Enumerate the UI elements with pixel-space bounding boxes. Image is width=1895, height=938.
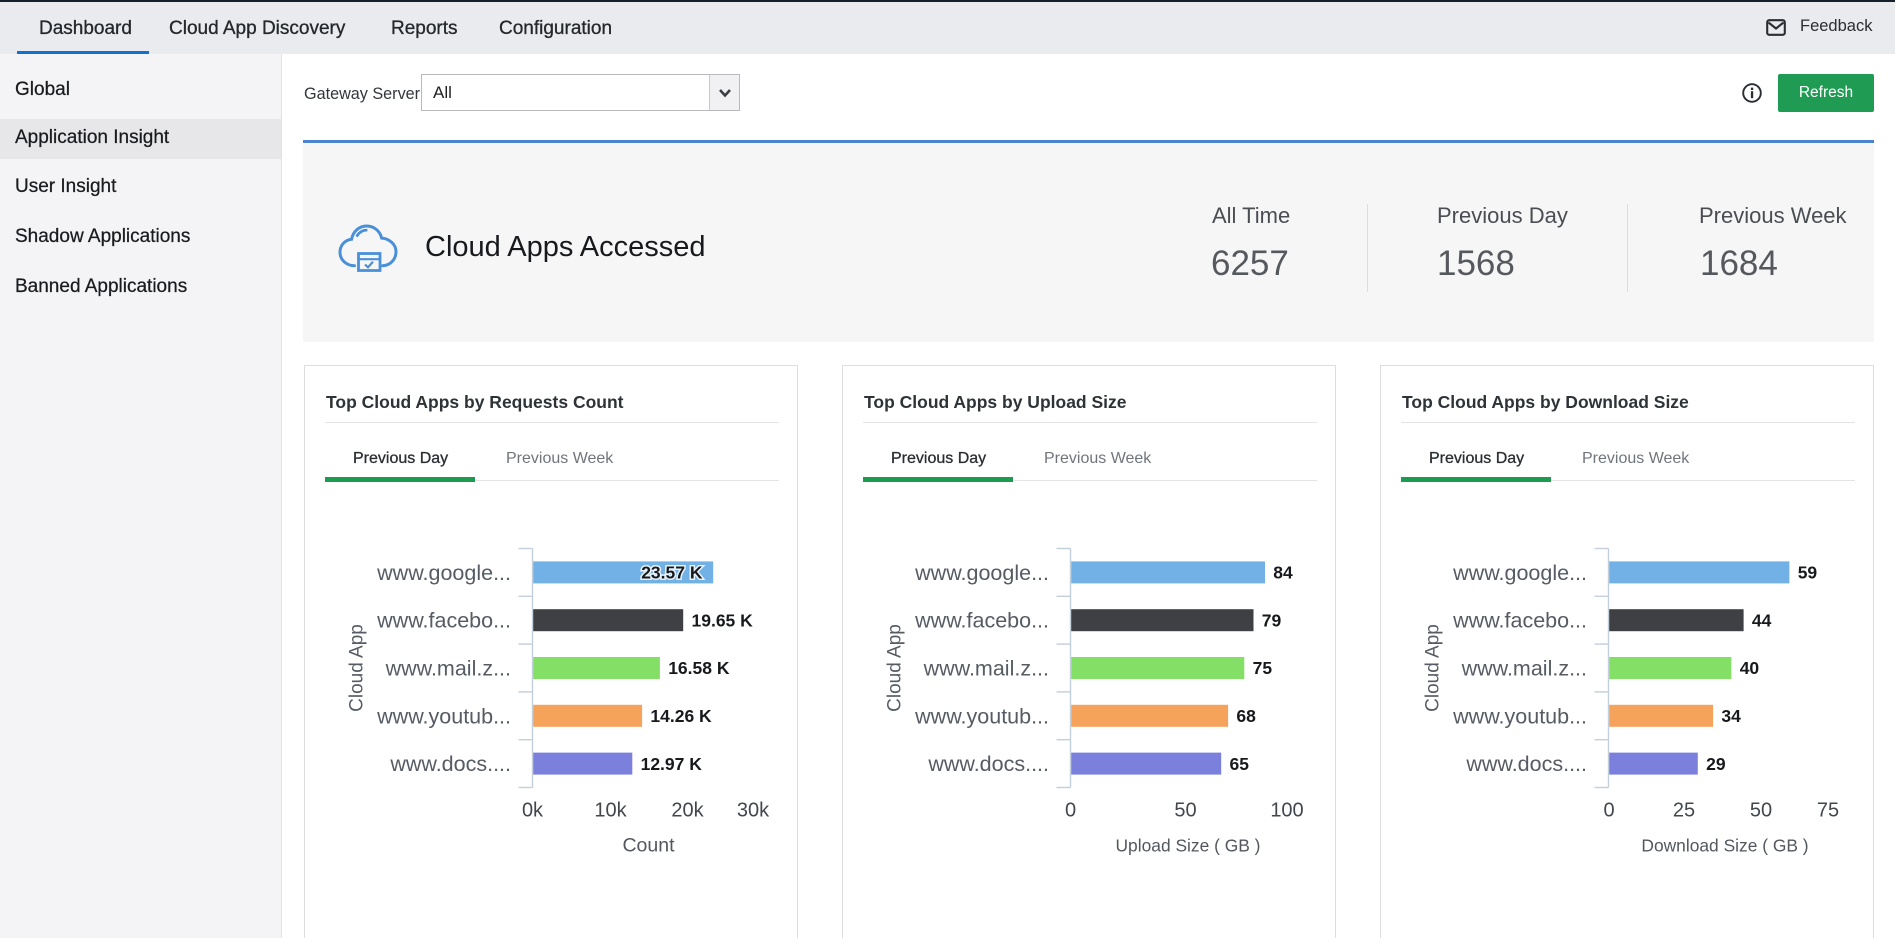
svg-text:20k: 20k	[671, 800, 704, 822]
svg-text:34: 34	[1721, 706, 1741, 726]
svg-text:0k: 0k	[522, 800, 544, 822]
svg-text:Cloud App: Cloud App	[347, 624, 368, 712]
svg-text:59: 59	[1798, 563, 1818, 583]
svg-text:12.97 K: 12.97 K	[641, 754, 703, 774]
svg-text:www.mail.z...: www.mail.z...	[385, 657, 511, 681]
svg-text:Download Size ( GB ): Download Size ( GB )	[1641, 836, 1808, 856]
svg-text:0: 0	[1065, 800, 1076, 822]
svg-text:www.mail.z...: www.mail.z...	[1461, 657, 1587, 681]
svg-text:25: 25	[1673, 800, 1695, 822]
svg-text:79: 79	[1262, 610, 1282, 630]
svg-text:40: 40	[1740, 658, 1760, 678]
svg-text:Cloud App: Cloud App	[885, 624, 906, 712]
svg-text:75: 75	[1817, 800, 1839, 822]
svg-text:30k: 30k	[737, 800, 770, 822]
svg-text:14.26 K: 14.26 K	[650, 706, 712, 726]
svg-text:0: 0	[1603, 800, 1614, 822]
svg-text:100: 100	[1270, 800, 1303, 822]
svg-text:www.facebo...: www.facebo...	[914, 609, 1049, 633]
svg-text:44: 44	[1752, 610, 1772, 630]
svg-text:75: 75	[1253, 658, 1273, 678]
svg-text:Cloud App: Cloud App	[1423, 624, 1444, 712]
svg-text:www.youtub...: www.youtub...	[376, 704, 511, 728]
svg-text:19.65 K: 19.65 K	[692, 610, 754, 630]
svg-text:Count: Count	[622, 835, 675, 857]
svg-text:www.docs....: www.docs....	[1465, 752, 1587, 776]
svg-text:www.google...: www.google...	[376, 561, 511, 585]
svg-text:16.58 K: 16.58 K	[668, 658, 730, 678]
svg-text:84: 84	[1273, 563, 1293, 583]
svg-text:10k: 10k	[594, 800, 627, 822]
svg-text:www.google...: www.google...	[1452, 561, 1587, 585]
svg-text:www.facebo...: www.facebo...	[376, 609, 511, 633]
svg-text:www.youtub...: www.youtub...	[1452, 704, 1587, 728]
svg-text:www.docs....: www.docs....	[927, 752, 1049, 776]
svg-text:29: 29	[1706, 754, 1726, 774]
svg-text:Upload Size ( GB ): Upload Size ( GB )	[1116, 836, 1261, 856]
svg-text:50: 50	[1174, 800, 1196, 822]
svg-text:65: 65	[1230, 754, 1250, 774]
svg-text:www.mail.z...: www.mail.z...	[923, 657, 1049, 681]
svg-text:www.docs....: www.docs....	[389, 752, 511, 776]
svg-text:www.facebo...: www.facebo...	[1452, 609, 1587, 633]
svg-text:www.google...: www.google...	[914, 561, 1049, 585]
svg-text:68: 68	[1236, 706, 1256, 726]
svg-text:23.57 K: 23.57 K	[641, 563, 703, 583]
svg-text:50: 50	[1750, 800, 1772, 822]
svg-text:www.youtub...: www.youtub...	[914, 704, 1049, 728]
